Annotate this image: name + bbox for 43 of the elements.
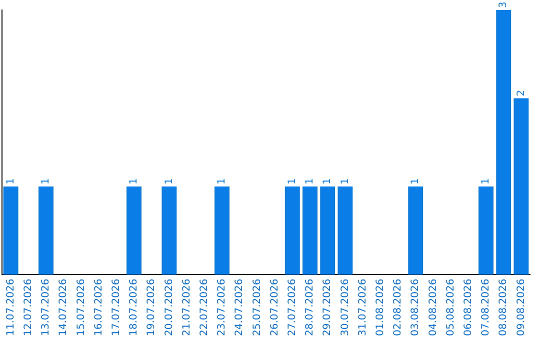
x-tick-label: 13.07.2026: [40, 278, 52, 336]
x-tick-label: 23.07.2026: [216, 278, 228, 336]
data-label: 1: [480, 178, 492, 184]
x-tick-label: 31.07.2026: [357, 278, 368, 336]
data-label: 1: [40, 178, 52, 184]
x-tick-label: 07.08.2026: [480, 278, 492, 336]
data-label: 1: [216, 178, 228, 184]
x-tick-label: 20.07.2026: [164, 278, 175, 336]
data-label: 2: [516, 90, 527, 96]
data-label: 1: [164, 178, 175, 184]
x-tick-label: 18.07.2026: [128, 278, 140, 336]
x-tick-label: 03.08.2026: [410, 278, 422, 336]
x-tick-label: 06.08.2026: [462, 278, 474, 336]
x-tick-label: 15.07.2026: [76, 278, 87, 336]
x-tick-label: 29.07.2026: [322, 278, 334, 336]
data-label: 1: [410, 178, 422, 184]
data-label: 1: [128, 178, 140, 184]
x-tick-label: 02.08.2026: [392, 278, 404, 336]
data-label: 3: [498, 2, 510, 8]
x-tick-label: 25.07.2026: [252, 278, 263, 336]
x-tick-label: 27.07.2026: [286, 278, 298, 336]
x-tick-label: 11.07.2026: [5, 278, 16, 336]
x-tick-label: 14.07.2026: [58, 278, 70, 336]
x-tick-label: 05.08.2026: [445, 278, 456, 336]
x-tick-label: 09.08.2026: [516, 278, 527, 336]
x-tick-label: 21.07.2026: [181, 278, 192, 336]
x-tick-label: 24.07.2026: [234, 278, 246, 336]
data-label: 1: [304, 178, 316, 184]
x-tick-label: 22.07.2026: [198, 278, 210, 336]
x-tick-label: 30.07.2026: [340, 278, 351, 336]
data-label: 1: [286, 178, 298, 184]
x-tick-label: 19.07.2026: [146, 278, 158, 336]
x-tick-label: 04.08.2026: [428, 278, 439, 336]
x-tick-label: 16.07.2026: [93, 278, 104, 336]
x-tick-label: 17.07.2026: [110, 278, 122, 336]
x-tick-label: 28.07.2026: [304, 278, 316, 336]
data-label: 1: [5, 178, 16, 184]
x-tick-label: 08.08.2026: [498, 278, 510, 336]
x-tick-label: 12.07.2026: [22, 278, 34, 336]
x-tick-label: 26.07.2026: [269, 278, 280, 336]
x-tick-label: 01.08.2026: [374, 278, 386, 336]
data-label: 1: [322, 178, 334, 184]
data-label: 1: [340, 178, 351, 184]
